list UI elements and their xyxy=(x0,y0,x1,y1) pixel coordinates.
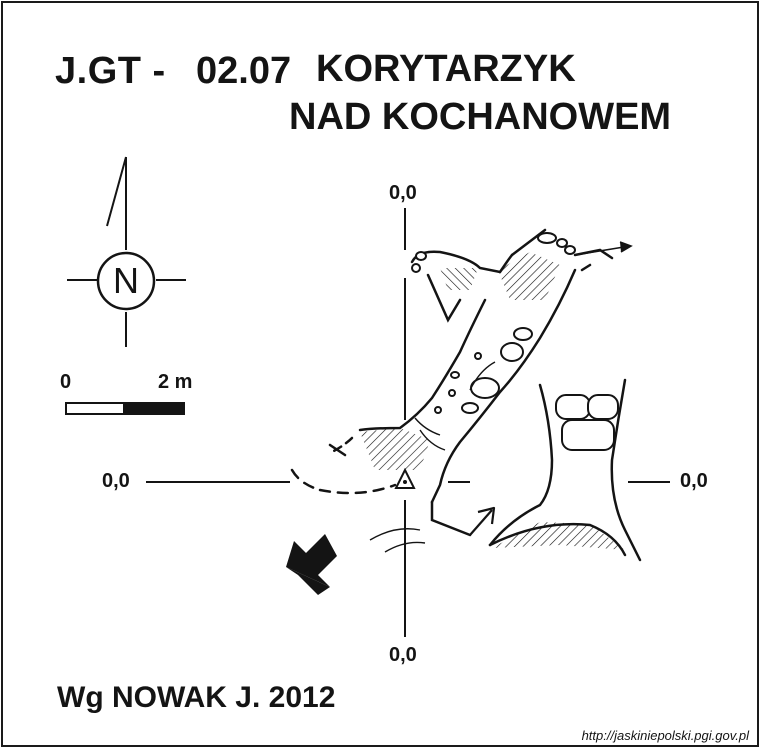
scale-end-label: 2 m xyxy=(158,371,193,393)
coordinate-grid xyxy=(146,208,670,637)
grid-label-right: 0,0 xyxy=(680,470,708,492)
scale-bar xyxy=(65,402,185,415)
cave-code-prefix: J.GT - xyxy=(55,50,166,92)
right-chamber-boulders xyxy=(555,394,619,451)
source-url: http://jaskiniepolski.pgi.gov.pl xyxy=(581,728,749,743)
passage-continues-arrow-icon xyxy=(574,241,633,256)
entrance-arrow-icon xyxy=(286,534,337,595)
north-arrow-icon xyxy=(67,156,186,347)
ceiling-arc-marks xyxy=(369,361,496,553)
hatched-slope-areas xyxy=(360,252,625,550)
cave-name-line1: KORYTARZYK xyxy=(316,48,576,90)
scale-start-label: 0 xyxy=(60,371,72,393)
grid-label-bottom: 0,0 xyxy=(389,644,417,666)
cave-code-number: 02.07 xyxy=(196,50,292,92)
right-chamber-outline xyxy=(488,378,642,562)
boulders xyxy=(411,232,576,414)
connection-arrow-icon xyxy=(469,506,496,536)
north-letter: N xyxy=(113,260,139,301)
cave-name-line2: NAD KOCHANOWEM xyxy=(289,96,672,138)
grid-label-left: 0,0 xyxy=(102,470,130,492)
grid-label-top: 0,0 xyxy=(389,182,417,204)
survey-station-icon xyxy=(394,467,416,489)
author-credit: Wg NOWAK J. 2012 xyxy=(57,681,336,714)
